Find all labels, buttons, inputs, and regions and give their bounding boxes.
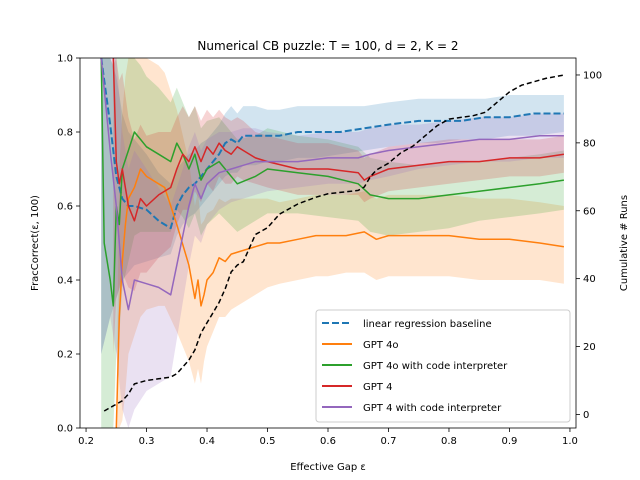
y2-tick-label: 100: [583, 70, 602, 81]
y-tick-label: 0.6: [57, 202, 73, 213]
y2-tick-label: 0: [583, 410, 589, 421]
line-gpt-4: [112, 58, 565, 222]
y-tick-label: 0.2: [57, 350, 73, 361]
y2-tick-label: 60: [583, 206, 596, 217]
line-cumulative-runs: [103, 74, 565, 412]
legend-label-gpt-4: GPT 4: [363, 382, 392, 393]
x-tick-label: 0.6: [320, 436, 336, 447]
y-tick-label: 1.0: [57, 54, 73, 65]
y2-tick-label: 80: [583, 138, 596, 149]
line-gpt-4o: [115, 168, 565, 428]
line-gpt-4-with-code-interpreter: [100, 58, 564, 311]
x-tick-label: 0.3: [139, 436, 155, 447]
band-linear-regression-baseline: [101, 58, 564, 354]
y-tick-label: 0.4: [57, 276, 73, 287]
legend-label-gpt-4-with-code-interpreter: GPT 4 with code interpreter: [363, 403, 502, 414]
y2-tick-label: 20: [583, 342, 596, 353]
line-gpt-4o-with-code-interpreter: [100, 58, 565, 307]
x-tick-label: 0.8: [441, 436, 457, 447]
confidence-bands: [101, 58, 564, 428]
y-tick-label: 0.0: [57, 424, 73, 435]
x-axis-label: Effective Gap ε: [290, 462, 366, 473]
band-gpt-4-with-code-interpreter: [101, 58, 564, 428]
legend-label-gpt-4o: GPT 4o: [363, 340, 399, 351]
band-gpt-4o-with-code-interpreter: [101, 58, 564, 428]
y2-tick-label: 40: [583, 274, 596, 285]
series-lines: [100, 58, 565, 428]
band-gpt-4o: [116, 58, 564, 428]
y-tick-label: 0.8: [57, 128, 73, 139]
chart-title: Numerical CB puzzle: T = 100, d = 2, K =…: [197, 39, 458, 53]
legend: linear regression baseline GPT 4o GPT 4o w…: [315, 309, 571, 423]
legend-box: [315, 309, 571, 423]
x-tick-label: 1.0: [562, 436, 578, 447]
legend-label-gpt-4o-with-code-interpreter: GPT 4o with code interpreter: [363, 361, 508, 372]
legend-label-linear-regression-baseline: linear regression baseline: [363, 319, 492, 330]
y-axis-label: FracCorrect(ε, 100): [30, 195, 41, 291]
ticks: 0.2 0.3 0.4 0.5 0.6 0.7 0.8 0.9 1.0 0.0 0.2 0.4 0.6 0…: [57, 54, 602, 448]
band-gpt-4: [113, 58, 564, 354]
x-tick-label: 0.4: [199, 436, 215, 447]
x-tick-label: 0.2: [78, 436, 94, 447]
x-tick-label: 0.5: [260, 436, 276, 447]
y2-axis-label: Cumulative # Runs: [619, 195, 630, 291]
x-tick-label: 0.7: [381, 436, 397, 447]
x-tick-label: 0.9: [502, 436, 518, 447]
